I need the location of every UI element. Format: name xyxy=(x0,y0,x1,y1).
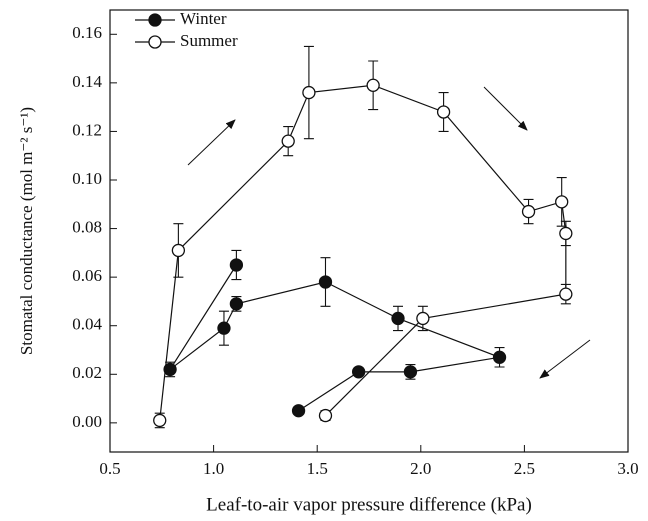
marker xyxy=(555,195,569,209)
marker xyxy=(163,362,177,377)
plot-frame xyxy=(109,9,629,453)
x-axis-label: Leaf-to-air vapor pressure difference (k… xyxy=(206,494,532,515)
trend-arrow xyxy=(187,119,236,166)
legend-marker xyxy=(148,13,162,27)
y-tick-label: 0.12 xyxy=(72,120,102,139)
marker xyxy=(229,297,244,311)
y-tick-label: 0.08 xyxy=(72,217,102,236)
marker xyxy=(521,204,536,219)
marker xyxy=(302,85,316,100)
x-tick-label: 2.0 xyxy=(410,459,431,478)
y-tick-label: 0.16 xyxy=(72,23,102,42)
x-tick-label: 0.5 xyxy=(99,459,120,478)
marker xyxy=(217,321,231,335)
marker xyxy=(403,365,418,379)
x-tick-label: 3.0 xyxy=(617,459,638,478)
trend-arrow xyxy=(539,339,591,379)
marker xyxy=(351,365,366,379)
marker xyxy=(416,311,430,326)
legend-label: Summer xyxy=(180,31,238,50)
marker xyxy=(559,226,573,241)
y-tick-label: 0.02 xyxy=(72,363,102,382)
y-axis-label: Stomatal conductance (mol m⁻² s⁻¹) xyxy=(17,107,36,355)
marker xyxy=(291,404,306,418)
legend-marker xyxy=(148,35,162,49)
marker xyxy=(318,408,333,423)
series-line xyxy=(159,84,567,421)
marker xyxy=(436,105,451,119)
marker xyxy=(559,287,573,301)
x-tick-label: 1.0 xyxy=(203,459,224,478)
y-tick-label: 0.00 xyxy=(72,412,102,431)
x-tick-label: 2.5 xyxy=(514,459,535,478)
marker xyxy=(318,275,333,289)
x-tick-label: 1.5 xyxy=(307,459,328,478)
y-tick-label: 0.14 xyxy=(72,72,102,91)
y-tick-label: 0.04 xyxy=(72,315,102,334)
marker xyxy=(391,311,405,326)
marker xyxy=(171,243,186,258)
marker xyxy=(366,78,380,92)
marker xyxy=(492,350,507,364)
y-tick-label: 0.10 xyxy=(72,169,102,188)
marker xyxy=(229,258,244,272)
series-line xyxy=(169,264,502,412)
trend-arrow xyxy=(483,86,528,131)
y-tick-label: 0.06 xyxy=(72,266,102,285)
marker xyxy=(281,134,295,148)
legend-label: Winter xyxy=(180,9,227,28)
marker xyxy=(153,413,167,428)
